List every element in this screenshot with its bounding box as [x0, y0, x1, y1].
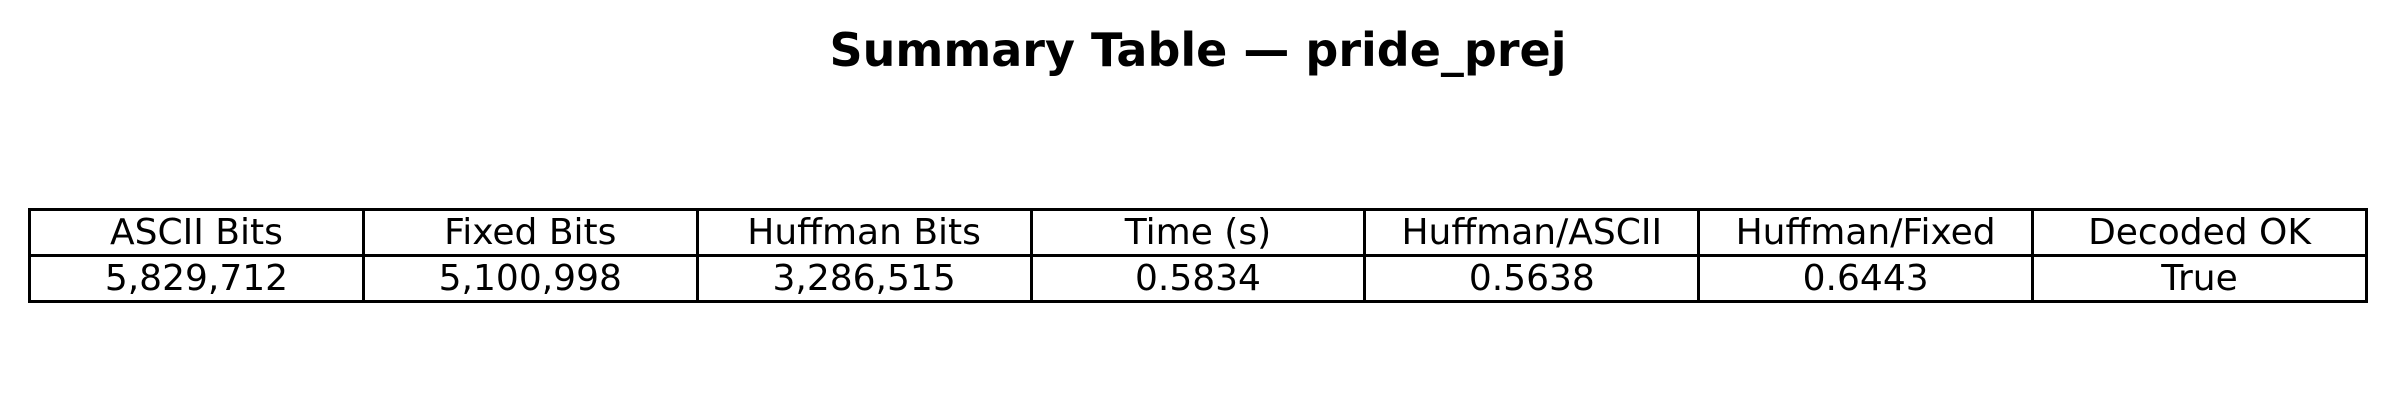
- column-header-huffman-ascii-ratio: Huffman/ASCII: [1363, 208, 1701, 257]
- cell-huffman-ascii-ratio: 0.5638: [1363, 254, 1701, 303]
- cell-ascii-bits: 5,829,712: [28, 254, 365, 303]
- column-header-huffman-fixed-ratio: Huffman/Fixed: [1697, 208, 2035, 257]
- column-header-ascii-bits: ASCII Bits: [28, 208, 365, 257]
- cell-time: 0.5834: [1029, 254, 1367, 303]
- column-header-fixed-bits: Fixed Bits: [361, 208, 699, 257]
- table-header-row: ASCII Bits Fixed Bits Huffman Bits Time …: [28, 208, 2368, 257]
- summary-table: ASCII Bits Fixed Bits Huffman Bits Time …: [28, 208, 2368, 303]
- chart-title: Summary Table — pride_prej: [829, 23, 1567, 77]
- column-header-huffman-bits: Huffman Bits: [695, 208, 1033, 257]
- cell-huffman-bits: 3,286,515: [695, 254, 1033, 303]
- column-header-time: Time (s): [1029, 208, 1367, 257]
- cell-decoded-ok: True: [2031, 254, 2368, 303]
- cell-fixed-bits: 5,100,998: [361, 254, 699, 303]
- cell-huffman-fixed-ratio: 0.6443: [1697, 254, 2035, 303]
- column-header-decoded-ok: Decoded OK: [2031, 208, 2368, 257]
- table-row: 5,829,712 5,100,998 3,286,515 0.5834 0.5…: [28, 254, 2368, 303]
